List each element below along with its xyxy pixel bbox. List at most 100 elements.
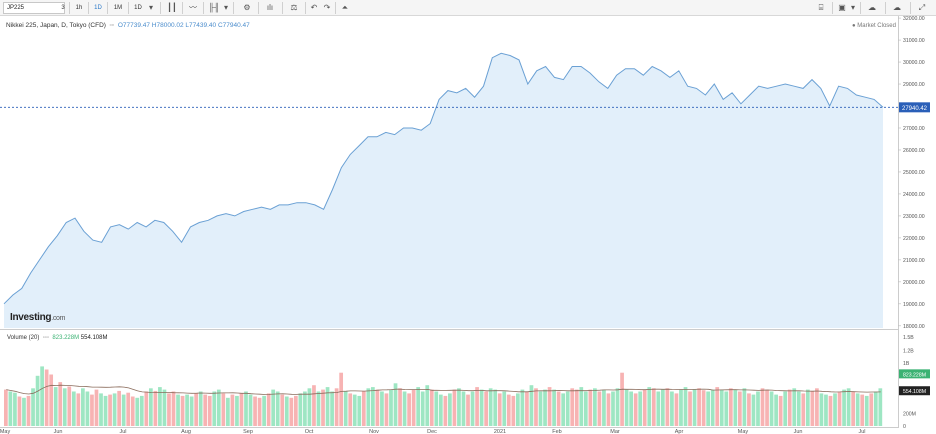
gear-icon[interactable]: ⚙: [243, 3, 251, 12]
volume-bar: [502, 391, 507, 426]
chevron-down-icon[interactable]: ▾: [223, 3, 228, 12]
volume-bar: [506, 394, 511, 426]
volume-bar: [239, 393, 244, 426]
legend-icons[interactable]: ▫▫: [107, 22, 116, 29]
separator: [69, 2, 70, 14]
time-tick-label: Dec: [427, 429, 437, 434]
volume-bar: [534, 388, 538, 426]
volume-bar: [679, 389, 683, 426]
volume-bar: [448, 393, 452, 426]
volume-bar: [176, 394, 180, 426]
volume-bar: [497, 393, 502, 426]
cloud-save-icon[interactable]: ☁: [893, 3, 901, 12]
volume-tick-label: 0: [903, 424, 906, 430]
fullscreen-icon[interactable]: ⤢: [918, 3, 926, 12]
volume-bar: [556, 391, 561, 426]
volume-bar: [869, 393, 874, 426]
interval-dropdown[interactable]: 1D: [134, 5, 142, 11]
volume-bar: [393, 383, 398, 426]
volume-bar: [8, 391, 13, 426]
volume-tick-label: 200M: [903, 411, 916, 417]
volume-bar: [398, 388, 402, 426]
legend-open: O77739.47: [117, 22, 150, 29]
volume-bar: [778, 395, 783, 426]
volume-bar: [461, 391, 466, 426]
price-line: [3, 52, 884, 305]
volume-bar: [769, 391, 774, 426]
cloud-load-icon[interactable]: ☁: [868, 3, 876, 12]
camera-icon[interactable]: ⌸: [818, 3, 824, 12]
volume-bar: [185, 394, 189, 426]
chart-toolbar: JP225 3 1h 1D 1M 1D ▾ ┃┃ 〰 ╟╢ ▾ ⚙ ılı ⚖ …: [0, 0, 936, 16]
volume-legend-icons[interactable]: ▫▫▫: [41, 335, 51, 341]
indicators-icon[interactable]: ılı: [266, 3, 274, 12]
time-tick-label: Feb: [552, 429, 561, 434]
bars-icon[interactable]: ╟╢: [208, 3, 220, 12]
symbol-input[interactable]: JP225: [3, 2, 65, 14]
price-tick-label: 25000.00: [903, 170, 925, 176]
volume-bar: [17, 396, 22, 426]
volume-ma-value: 554.108M: [80, 335, 108, 341]
interval-1m[interactable]: 1M: [113, 5, 123, 11]
separator: [233, 2, 234, 14]
alert-icon[interactable]: ⏶: [341, 3, 349, 12]
volume-bar: [352, 394, 357, 426]
chevron-down-icon[interactable]: ▾: [148, 3, 153, 12]
time-tick-label: Jul: [119, 429, 126, 434]
volume-value-badge-label: 823.228M: [903, 372, 926, 378]
line-chart-icon[interactable]: 〰: [189, 3, 197, 12]
price-area-series: [3, 52, 884, 329]
volume-bar: [148, 388, 153, 426]
volume-bar: [819, 393, 824, 426]
volume-bar: [642, 389, 647, 426]
price-tick-label: 23000.00: [903, 214, 925, 220]
time-tick-label: Mar: [610, 429, 620, 434]
separator: [182, 2, 183, 14]
volume-bar: [253, 396, 257, 426]
volume-bar: [747, 393, 751, 426]
volume-bar: [62, 388, 67, 426]
interval-1d[interactable]: 1D: [94, 5, 102, 11]
volume-bar: [733, 389, 738, 426]
volume-bar: [330, 391, 334, 426]
separator: [910, 2, 911, 14]
interval-3[interactable]: 3: [61, 5, 65, 11]
volume-bar: [688, 391, 692, 426]
volume-bar: [158, 387, 162, 426]
volume-bar: [602, 389, 606, 426]
volume-bar: [153, 390, 158, 426]
undo-icon[interactable]: ↶: [310, 3, 318, 12]
volume-bar: [855, 393, 860, 426]
time-tick-label: Jul: [858, 429, 865, 434]
volume-bar: [316, 391, 321, 426]
symbol-legend: Nikkei 225, Japan, D, Tokyo (CFD) ▫▫ O77…: [6, 22, 250, 29]
volume-bar: [411, 389, 416, 426]
redo-icon[interactable]: ↷: [323, 3, 331, 12]
separator: [88, 2, 89, 14]
volume-bar: [198, 391, 203, 426]
volume-bar: [262, 395, 266, 426]
compare-icon[interactable]: ⚖: [290, 3, 298, 12]
layout-icon[interactable]: ▣: [838, 3, 846, 12]
price-tick-label: 32000.00: [903, 16, 925, 22]
legend-title: Nikkei 225, Japan, D, Tokyo (CFD): [6, 22, 106, 29]
interval-1h[interactable]: 1h: [75, 5, 83, 11]
volume-bar: [615, 388, 620, 426]
volume-bar: [851, 391, 855, 426]
volume-bar: [380, 391, 384, 426]
volume-bar: [538, 391, 543, 426]
price-tick-label: 30000.00: [903, 60, 925, 66]
volume-bar: [375, 389, 380, 426]
volume-bar: [683, 387, 688, 426]
chevron-down-icon[interactable]: ▾: [850, 3, 855, 12]
separator: [160, 2, 161, 14]
volume-bar: [529, 385, 534, 426]
separator: [860, 2, 861, 14]
volume-bar: [728, 388, 733, 426]
volume-bar: [203, 394, 208, 426]
volume-bar: [235, 395, 239, 426]
volume-bar: [873, 391, 878, 426]
candles-icon[interactable]: ┃┃: [167, 3, 177, 12]
